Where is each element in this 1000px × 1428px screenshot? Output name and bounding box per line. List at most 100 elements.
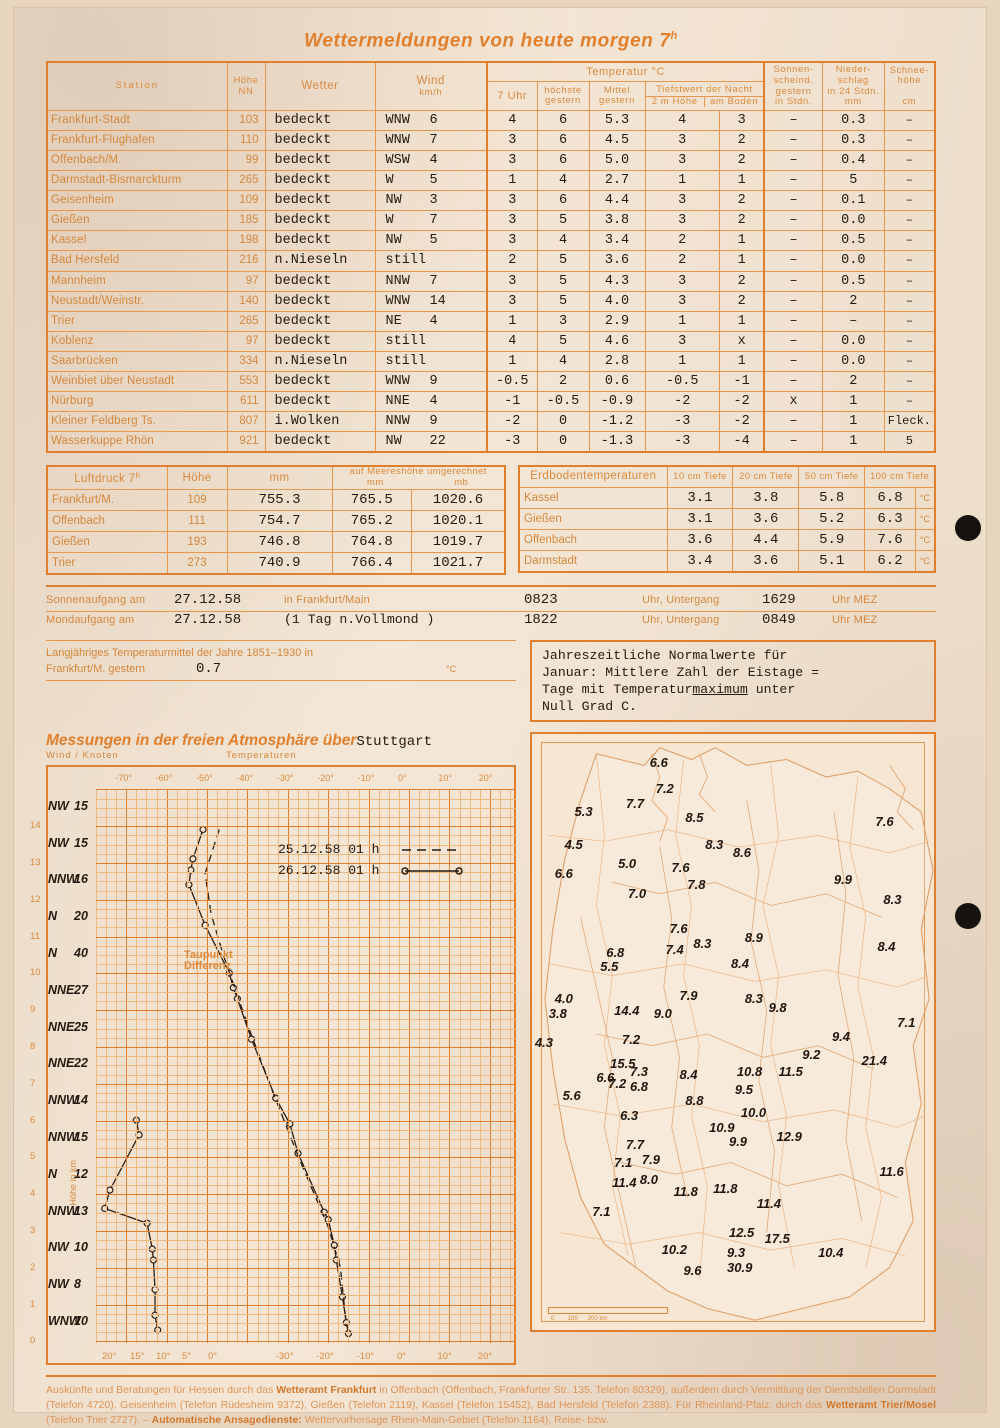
cell-snow: – — [883, 371, 936, 393]
cell-station: Koblenz — [46, 330, 228, 352]
cell-wetter: bedeckt — [264, 210, 376, 232]
grid-line-h — [96, 1203, 516, 1205]
grid-line-h — [96, 918, 516, 920]
cell-hoehe: 265 — [226, 310, 266, 332]
grid-line-h — [96, 1000, 516, 1002]
cell-precip: 0.0 — [821, 210, 885, 232]
map-boundary — [560, 1232, 906, 1257]
grid-line-v — [176, 789, 178, 1344]
temp-tick-bottom: 20° — [477, 1351, 493, 1363]
soil-row: Gießen 3.1 3.6 5.2 6.3 °C — [518, 507, 936, 530]
cell-tmin-ground: -1 — [718, 371, 765, 393]
cell-wind: WNW 9 — [374, 371, 488, 393]
grid-line-h — [96, 991, 516, 993]
cell-precip: 1 — [821, 411, 885, 433]
cell-tmin-2m: -3 — [644, 431, 720, 453]
map-boundary — [548, 963, 930, 988]
cell-wetter: bedeckt — [264, 270, 376, 292]
grid-line-h — [96, 789, 516, 791]
cell-sunshine: – — [763, 411, 823, 433]
cell-snow: 5 — [883, 431, 936, 453]
cell-tmax: 5 — [536, 270, 590, 292]
map-value: 8.3 — [883, 892, 902, 907]
longterm-line2: Frankfurt/M. gestern 0.7 °C — [46, 661, 516, 682]
cell-s-100: 6.2 — [864, 549, 916, 573]
cell-t7: 1 — [486, 310, 538, 332]
cell-tmin-2m: 1 — [644, 350, 720, 373]
map-value: 9.4 — [831, 1029, 851, 1045]
cell-tmax: 6 — [536, 190, 590, 212]
cell-tmax: -0.5 — [536, 391, 590, 413]
altitude-tick: 9 — [30, 1004, 36, 1016]
cell-wetter: bedeckt — [264, 371, 376, 393]
map-value: 4.3 — [534, 1035, 554, 1051]
longterm-line1: Langjähriges Temperaturmittel der Jahre … — [46, 640, 516, 659]
cell-wetter: bedeckt — [264, 150, 376, 172]
cell-snow: – — [883, 250, 936, 272]
cell-s-20: 3.6 — [732, 549, 800, 573]
cell-s-50: 5.9 — [798, 528, 866, 551]
cell-hoehe: 216 — [226, 250, 266, 272]
sounding-line — [204, 829, 348, 1327]
dewpoint-tick: 5° — [182, 1351, 192, 1363]
punch-hole-top — [955, 515, 981, 541]
map-value: 4.5 — [564, 836, 583, 852]
cell-wind: NW 3 — [374, 190, 488, 212]
cell-wind: WNW 7 — [374, 129, 488, 152]
map-boundary — [612, 882, 882, 918]
cell-hoehe: 807 — [226, 411, 266, 433]
cell-sunshine: – — [763, 250, 823, 272]
cell-tmax: 6 — [536, 129, 590, 152]
temp-tick-top: 20° — [478, 773, 493, 784]
cell-s-unit: °C — [914, 549, 936, 573]
grid-line-h — [96, 881, 516, 883]
map-boundary — [580, 917, 637, 1269]
cell-snow: – — [883, 170, 936, 192]
map-value: 8.0 — [639, 1172, 658, 1188]
grid-line-h — [96, 1341, 516, 1343]
cell-precip: 0.5 — [821, 270, 885, 292]
cell-station: Mannheim — [46, 270, 228, 292]
grid-line-h — [96, 964, 516, 966]
grid-line-h — [96, 1083, 516, 1085]
map-value: 7.7 — [626, 795, 645, 811]
cell-tmean: -1.3 — [588, 431, 646, 453]
table-row: Offenbach/M. 99 bedeckt WSW 4 3 6 5.0 3 2–0.4– — [46, 150, 936, 172]
col-soil-10: 10 cm Tiefe — [666, 465, 734, 488]
cell-snow: – — [883, 270, 936, 292]
grid-line-h — [96, 1212, 516, 1214]
cell-tmean: -0.9 — [588, 391, 646, 413]
charts-row: Messungen in der freien Atmosphäre überS… — [30, 732, 936, 1366]
map-boundary — [651, 753, 669, 842]
cell-tmin-ground: 1 — [718, 350, 765, 373]
cell-station: Neustadt/Weinstr. — [46, 290, 228, 312]
cell-sunshine: – — [763, 290, 823, 312]
soil-temperature-table: Erdbodentemperaturen 10 cm Tiefe 20 cm T… — [518, 465, 936, 573]
altitude-tick: 8 — [30, 1040, 36, 1052]
sun-timezone: Uhr MEZ — [832, 594, 878, 607]
map-value: 9.3 — [727, 1245, 746, 1261]
cell-tmean: 5.3 — [588, 109, 646, 131]
cell-t7: -2 — [486, 411, 538, 433]
map-value: 7.9 — [679, 988, 698, 1004]
cell-tmin-2m: 2 — [644, 230, 720, 252]
grid-line-v — [459, 789, 461, 1344]
table-row: Kleiner Feldberg Ts. 807 i.Wolken NNW 9 -2 0 -1… — [46, 411, 936, 433]
map-value: 8.4 — [877, 938, 896, 954]
map-value: 9.9 — [833, 871, 852, 887]
cell-tmax: 0 — [536, 431, 590, 453]
cell-hoehe: 103 — [226, 109, 266, 131]
cell-t7: 3 — [486, 230, 538, 252]
cell-t7: 4 — [486, 330, 538, 352]
grid-line-v — [116, 789, 118, 1344]
dewpoint-tick: 15° — [130, 1351, 145, 1363]
grid-line-h — [96, 899, 516, 901]
grid-line-h — [96, 1111, 516, 1113]
cell-wind: NE 4 — [374, 310, 488, 332]
cell-p-station: Frankfurt/M. — [46, 489, 168, 512]
cell-precip: 0.0 — [821, 350, 885, 373]
cell-hoehe: 921 — [226, 431, 266, 453]
grid-line-h — [96, 1120, 516, 1122]
sounding-point — [106, 1186, 114, 1195]
cell-wind: NW 5 — [374, 230, 488, 252]
